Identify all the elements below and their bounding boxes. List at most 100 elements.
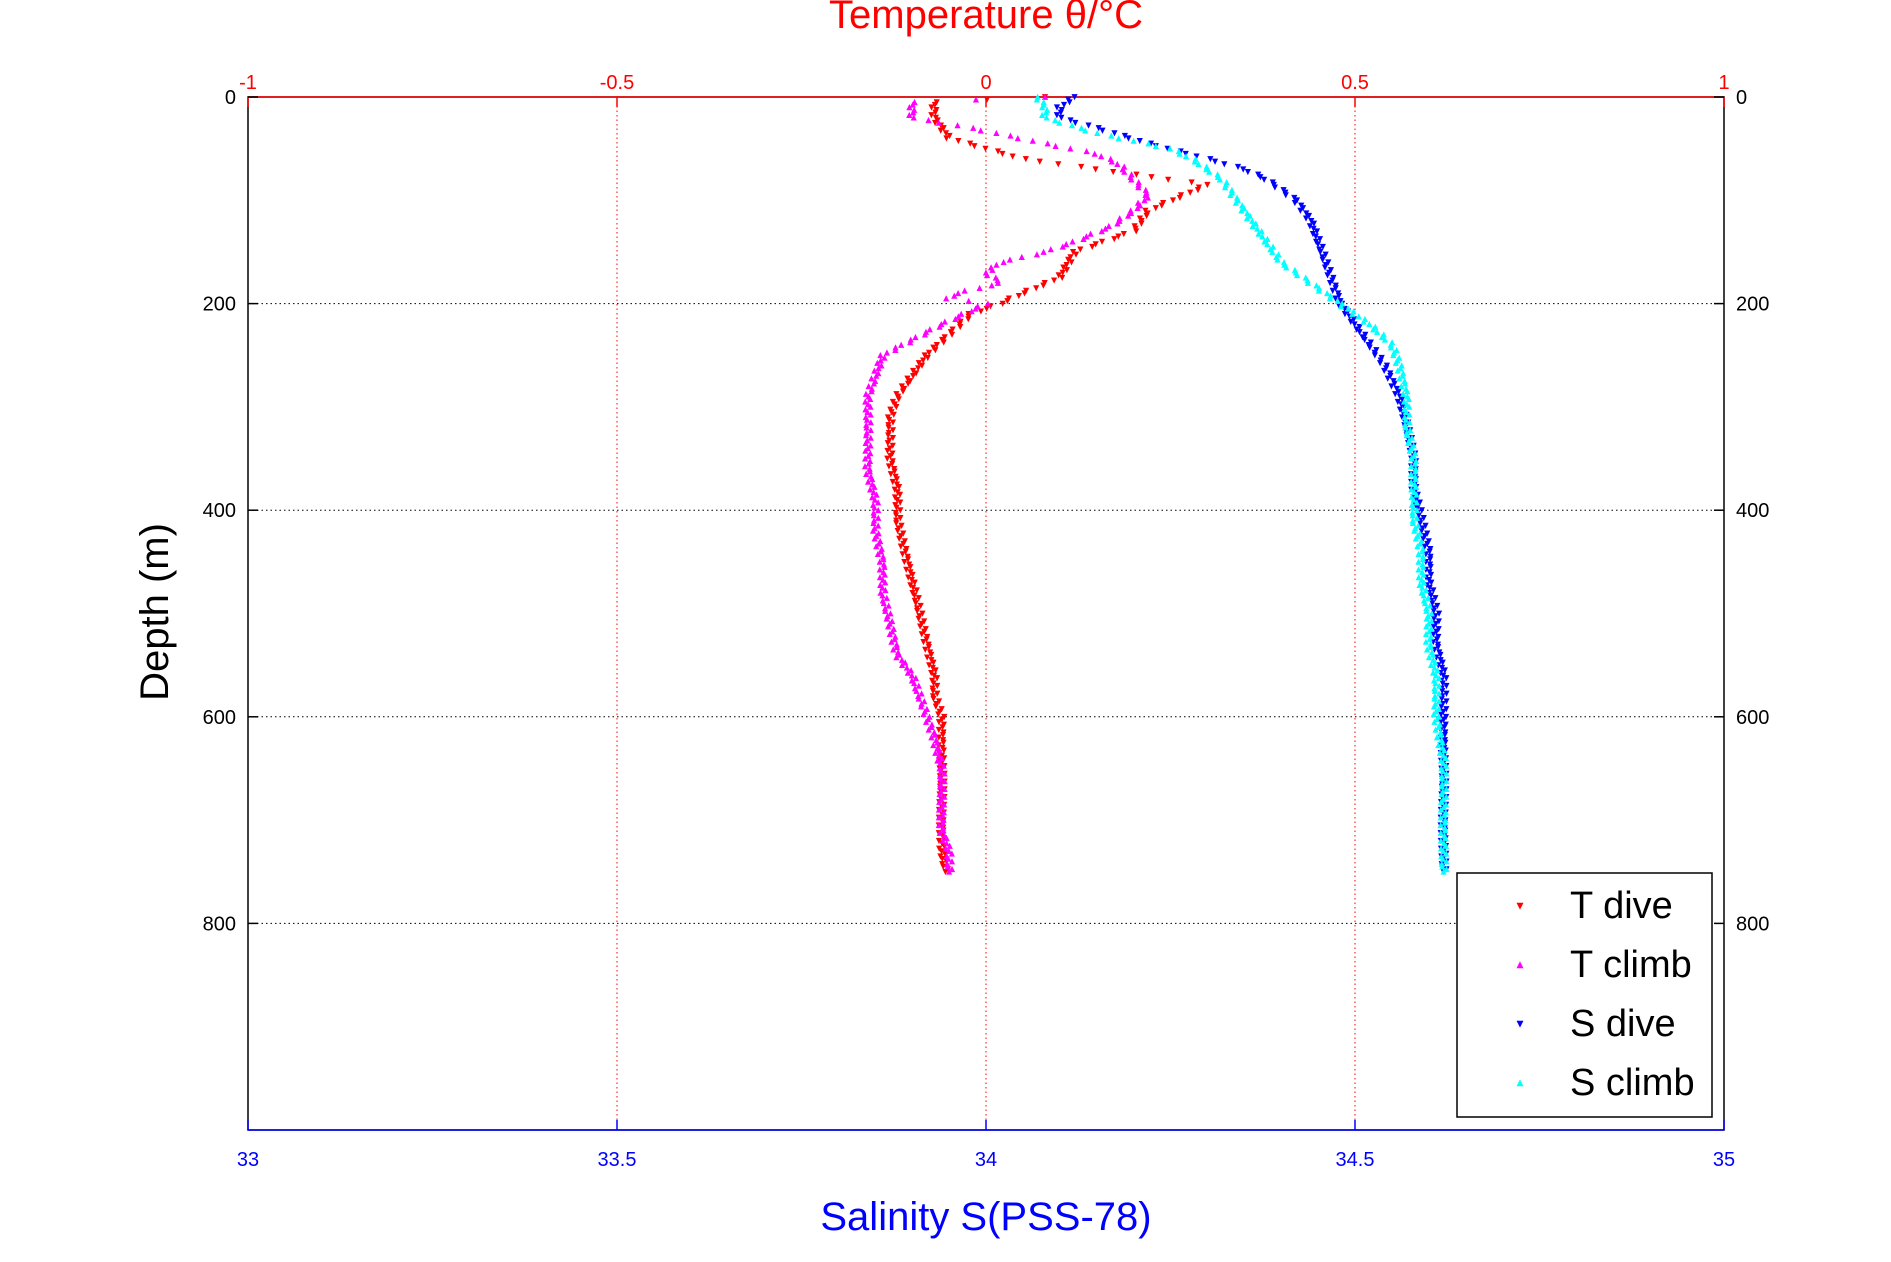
data-point <box>891 636 898 643</box>
data-point <box>1387 344 1395 351</box>
data-point <box>898 341 905 348</box>
data-point <box>1366 344 1373 351</box>
data-point <box>1258 228 1265 235</box>
data-point <box>939 731 947 739</box>
data-point <box>864 408 871 415</box>
data-point <box>1052 142 1059 149</box>
data-point <box>1115 135 1122 142</box>
data-point <box>882 579 889 586</box>
data-point <box>1410 496 1417 503</box>
grid <box>248 97 1724 1130</box>
data-point <box>1429 600 1436 607</box>
data-point <box>1374 328 1381 335</box>
data-point <box>899 388 907 395</box>
data-point <box>955 289 962 297</box>
data-point <box>887 610 894 617</box>
data-point <box>938 754 945 762</box>
data-point <box>912 674 919 681</box>
data-point <box>1423 607 1430 614</box>
data-point <box>889 419 897 426</box>
data-point <box>867 486 874 493</box>
data-point <box>1392 391 1399 398</box>
data-point <box>1425 620 1432 627</box>
data-point <box>1437 806 1444 813</box>
data-point <box>1142 191 1149 199</box>
data-point <box>1315 287 1322 294</box>
data-point <box>915 365 922 372</box>
data-point <box>1439 863 1446 870</box>
data-point <box>1051 277 1058 284</box>
data-point <box>1415 522 1422 529</box>
data-point <box>1078 163 1085 170</box>
data-point <box>928 112 935 119</box>
data-point <box>899 551 906 558</box>
data-point <box>895 484 903 491</box>
data-point <box>936 747 943 754</box>
data-point <box>932 749 939 756</box>
data-point <box>873 491 880 498</box>
data-point <box>1083 233 1090 240</box>
data-point <box>884 440 891 447</box>
data-point <box>1092 166 1099 173</box>
y-tick-label-left: 200 <box>203 294 236 316</box>
data-point <box>1246 212 1254 219</box>
bottom-tick-label: 35 <box>1713 1149 1735 1171</box>
data-point <box>1052 116 1059 124</box>
data-point <box>1314 241 1322 248</box>
legend-label: T climb <box>1570 944 1692 986</box>
data-point <box>1427 661 1435 669</box>
data-point <box>895 396 902 403</box>
data-point <box>871 496 879 503</box>
data-point <box>1410 504 1417 511</box>
data-point <box>1271 184 1278 191</box>
data-point <box>885 602 892 609</box>
data-point <box>868 388 875 395</box>
bottom-tick-label: 33 <box>237 1149 259 1171</box>
legend-box <box>1456 872 1713 1118</box>
data-point <box>1089 243 1096 251</box>
data-point <box>906 111 913 118</box>
data-point <box>932 119 939 127</box>
data-point <box>911 579 918 586</box>
data-point <box>918 690 925 697</box>
top-tick-label: 0.5 <box>1341 72 1369 94</box>
data-point <box>944 863 951 870</box>
data-point <box>902 659 909 666</box>
data-point <box>1176 194 1183 201</box>
data-point <box>1402 424 1409 431</box>
data-point <box>934 757 941 764</box>
data-point <box>1000 259 1007 266</box>
data-point <box>1098 228 1105 235</box>
data-point <box>1055 161 1062 168</box>
data-point <box>894 527 901 535</box>
data-point <box>994 279 1002 286</box>
data-point <box>925 726 932 733</box>
data-point <box>982 145 989 152</box>
data-point <box>1408 455 1415 462</box>
data-point <box>972 305 979 312</box>
data-point <box>972 96 980 103</box>
data-point <box>896 491 904 498</box>
data-point <box>1166 145 1174 152</box>
data-point <box>893 654 900 661</box>
data-point <box>1240 166 1247 173</box>
data-point <box>1443 801 1450 808</box>
data-point <box>957 323 964 331</box>
data-point <box>951 292 958 299</box>
data-point <box>1144 194 1152 201</box>
data-point <box>1349 310 1356 317</box>
series-t-dive <box>884 94 1211 876</box>
data-point <box>893 520 900 527</box>
data-point <box>1390 351 1397 359</box>
data-point <box>878 362 885 369</box>
data-point <box>932 703 939 710</box>
legend-label: S dive <box>1570 1003 1676 1045</box>
data-point <box>898 661 906 669</box>
data-point <box>1443 793 1450 800</box>
data-point <box>1423 623 1430 630</box>
data-point <box>1406 403 1413 410</box>
data-point <box>1409 519 1416 527</box>
data-point <box>1440 847 1447 854</box>
data-point <box>1415 558 1422 565</box>
